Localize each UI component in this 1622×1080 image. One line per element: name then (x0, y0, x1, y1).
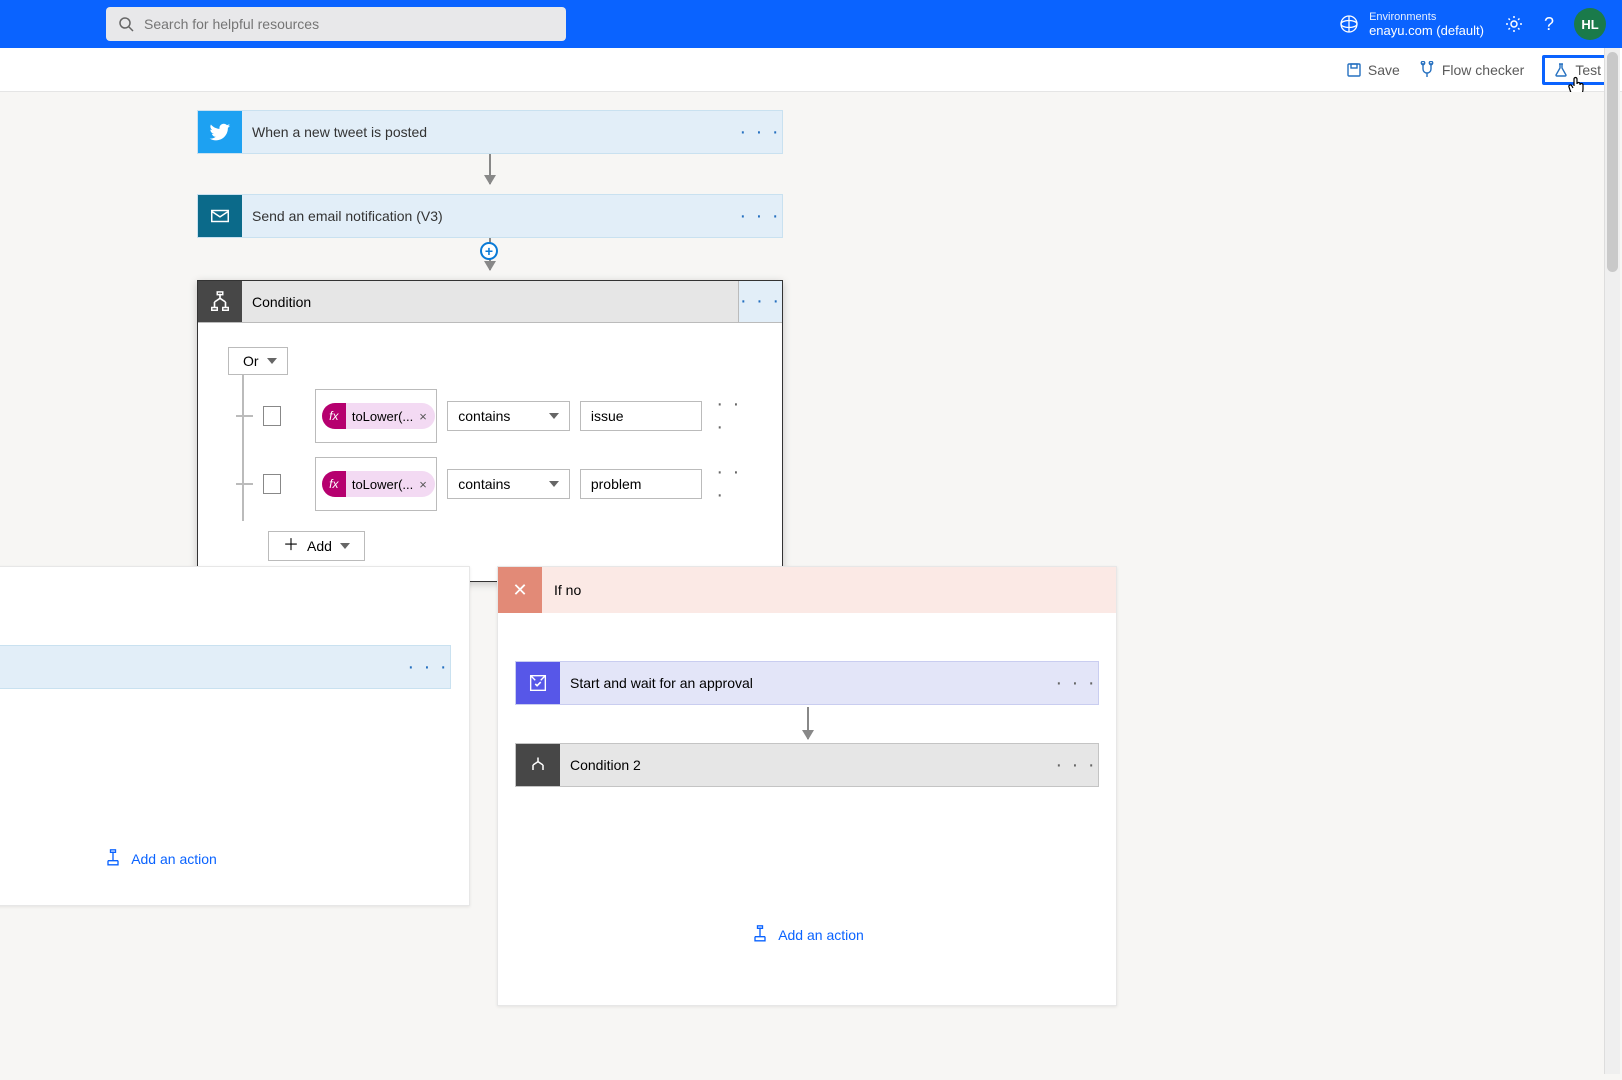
yes-inner-step[interactable]: rd · · · (0, 645, 451, 689)
test-button[interactable]: Test (1542, 55, 1612, 85)
approval-step[interactable]: Start and wait for an approval · · · (515, 661, 1099, 705)
value-input[interactable]: problem (580, 469, 703, 499)
fx-icon: fx (322, 471, 346, 497)
yes-inner-title: rd (0, 646, 406, 688)
row-menu[interactable]: · · · (712, 461, 752, 507)
flow-checker-label: Flow checker (1442, 62, 1524, 78)
condition-row: fx toLower(... × contains problem · · · (236, 457, 752, 511)
chevron-down-icon (549, 481, 559, 487)
if-no-branch: ✕ If no Start and wait for an approval ·… (497, 566, 1117, 1006)
expression-text: toLower(... (346, 409, 417, 424)
search-box[interactable] (106, 7, 566, 41)
chevron-down-icon (549, 413, 559, 419)
add-action-label: Add an action (778, 927, 864, 943)
expression-field[interactable]: fx toLower(... × (315, 389, 437, 443)
step-menu[interactable]: · · · (406, 646, 450, 688)
expression-pill[interactable]: fx toLower(... × (322, 471, 435, 497)
step-menu[interactable]: · · · (738, 111, 782, 153)
trigger-title: When a new tweet is posted (242, 111, 738, 153)
expression-pill[interactable]: fx toLower(... × (322, 403, 435, 429)
condition-header[interactable]: Condition · · · (198, 281, 782, 323)
approval-icon (516, 662, 560, 704)
expression-field[interactable]: fx toLower(... × (315, 457, 437, 511)
tree-connector (236, 483, 253, 485)
expression-text: toLower(... (346, 477, 417, 492)
condition-menu[interactable]: · · · (738, 281, 782, 322)
env-label: Environments (1369, 11, 1484, 23)
group-operator-label: Or (243, 353, 259, 369)
add-condition-button[interactable]: ＋ Add (268, 531, 365, 561)
add-action-label: Add an action (131, 851, 217, 867)
operator-label: contains (458, 408, 510, 424)
value-input[interactable]: issue (580, 401, 703, 431)
save-button[interactable]: Save (1346, 62, 1400, 78)
condition-row: fx toLower(... × contains issue · · · (236, 389, 752, 443)
value-text: problem (591, 476, 642, 492)
trigger-step[interactable]: When a new tweet is posted · · · (197, 110, 783, 154)
condition2-title: Condition 2 (560, 744, 1054, 786)
search-icon (118, 16, 134, 32)
settings-icon[interactable] (1504, 14, 1524, 34)
step-menu[interactable]: · · · (738, 195, 782, 237)
test-label: Test (1575, 62, 1601, 78)
connector-arrow (807, 707, 809, 739)
step-menu[interactable]: · · · (1054, 744, 1098, 786)
operator-label: contains (458, 476, 510, 492)
vertical-scrollbar[interactable] (1604, 48, 1620, 1074)
if-yes-branch: ✓ If yes rd · · · Add an action (0, 566, 470, 906)
save-label: Save (1368, 62, 1400, 78)
operator-dropdown[interactable]: contains (447, 401, 570, 431)
group-operator-dropdown[interactable]: Or (228, 347, 288, 375)
add-step-button[interactable]: + (480, 242, 498, 260)
chevron-down-icon (340, 543, 350, 549)
environment-picker[interactable]: Environments enayu.com (default) (1339, 11, 1484, 38)
condition-icon (198, 281, 242, 322)
email-title: Send an email notification (V3) (242, 195, 738, 237)
if-no-header[interactable]: ✕ If no (498, 567, 1116, 613)
condition-icon (516, 744, 560, 786)
tree-connector (236, 415, 253, 417)
environment-icon (1339, 14, 1359, 34)
top-bar: Environments enayu.com (default) ? HL (0, 0, 1622, 48)
flow-canvas[interactable]: When a new tweet is posted · · · Send an… (0, 92, 1622, 1080)
topbar-right: Environments enayu.com (default) ? HL (1339, 8, 1606, 40)
value-text: issue (591, 408, 624, 424)
twitter-icon (198, 111, 242, 153)
chevron-down-icon (267, 358, 277, 364)
remove-expression[interactable]: × (417, 477, 429, 492)
condition-card: Condition · · · Or fx toLower(... × (197, 280, 783, 582)
add-action-no[interactable]: Add an action (498, 925, 1116, 945)
env-name: enayu.com (default) (1369, 23, 1484, 38)
remove-expression[interactable]: × (417, 409, 429, 424)
email-step[interactable]: Send an email notification (V3) · · · (197, 194, 783, 238)
fx-icon: fx (322, 403, 346, 429)
connector-arrow (489, 154, 491, 184)
step-menu[interactable]: · · · (1054, 662, 1098, 704)
row-checkbox[interactable] (263, 406, 281, 426)
help-icon[interactable]: ? (1544, 14, 1554, 35)
condition2-step[interactable]: Condition 2 · · · (515, 743, 1099, 787)
mail-icon (198, 195, 242, 237)
row-menu[interactable]: · · · (712, 393, 752, 439)
search-input[interactable] (144, 16, 554, 32)
plus-icon: ＋ (283, 538, 299, 554)
scrollbar-thumb[interactable] (1607, 52, 1618, 272)
approval-title: Start and wait for an approval (560, 662, 1054, 704)
flow-checker-button[interactable]: Flow checker (1418, 61, 1524, 79)
if-no-title: If no (542, 567, 1116, 613)
add-label: Add (307, 538, 332, 554)
condition-title: Condition (242, 281, 738, 322)
close-icon: ✕ (498, 567, 542, 613)
avatar[interactable]: HL (1574, 8, 1606, 40)
add-action-icon (103, 849, 123, 869)
command-bar: Save Flow checker Test (0, 48, 1622, 92)
operator-dropdown[interactable]: contains (447, 469, 570, 499)
row-checkbox[interactable] (263, 474, 281, 494)
add-action-icon (750, 925, 770, 945)
add-action-yes[interactable]: Add an action (0, 849, 469, 869)
